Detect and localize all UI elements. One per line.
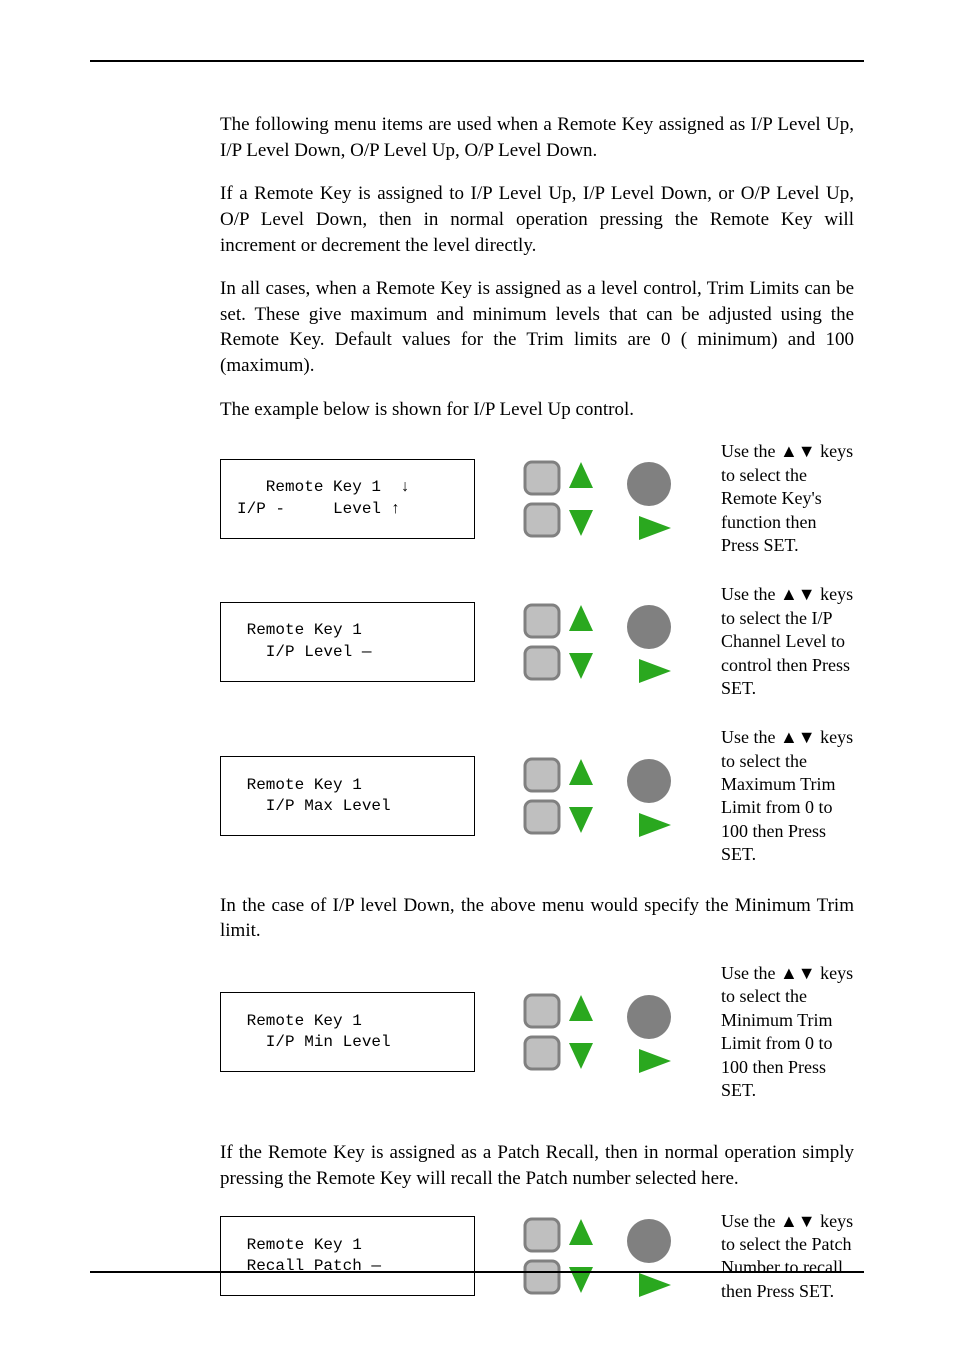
lcd-3-line-1: Remote Key 1 <box>237 775 458 797</box>
set-button[interactable] <box>627 995 671 1039</box>
paragraph-1: The following menu items are used when a… <box>220 112 854 163</box>
control-row-3: Remote Key 1 I/P Max Level Use the ▲▼ ke… <box>220 726 854 866</box>
set-button[interactable] <box>627 605 671 649</box>
lcd-4-line-1: Remote Key 1 <box>237 1011 458 1033</box>
caption-3: Use the ▲▼ keys to select the Maximum Tr… <box>721 726 854 866</box>
paragraph-5: In the case of I/P level Down, the above… <box>220 893 854 944</box>
right-arrow-icon <box>639 1273 671 1297</box>
nav-button-2[interactable] <box>525 1261 559 1293</box>
lcd-2-line-1: Remote Key 1 <box>237 620 458 642</box>
lcd-3: Remote Key 1 I/P Max Level <box>220 756 475 836</box>
up-arrow-icon <box>569 759 593 785</box>
lcd-2: Remote Key 1 I/P Level — <box>220 602 475 682</box>
right-arrow-icon <box>639 813 671 837</box>
control-row-2: Remote Key 1 I/P Level — Use the ▲▼ keys… <box>220 583 854 700</box>
caption-1: Use the ▲▼ keys to select the Remote Key… <box>721 440 854 557</box>
down-arrow-icon <box>569 510 593 536</box>
lcd-5: Remote Key 1 Recall Patch — <box>220 1216 475 1296</box>
navpad-1 <box>521 456 691 542</box>
nav-button-1[interactable] <box>525 605 559 637</box>
control-row-4: Remote Key 1 I/P Min Level Use the ▲▼ ke… <box>220 962 854 1102</box>
lcd-5-line-2: Recall Patch — <box>237 1256 458 1278</box>
bottom-rule <box>90 1271 864 1273</box>
paragraph-6: If the Remote Key is assigned as a Patch… <box>220 1140 854 1191</box>
down-arrow-icon <box>569 653 593 679</box>
up-arrow-icon <box>569 605 593 631</box>
control-row-5: Remote Key 1 Recall Patch — Use the ▲▼ k… <box>220 1210 854 1304</box>
caption-2: Use the ▲▼ keys to select the I/P Channe… <box>721 583 854 700</box>
navpad-3 <box>521 753 691 839</box>
down-arrow-icon <box>569 1043 593 1069</box>
lcd-4-line-2: I/P Min Level <box>237 1032 458 1054</box>
lcd-4: Remote Key 1 I/P Min Level <box>220 992 475 1072</box>
nav-button-2[interactable] <box>525 647 559 679</box>
up-arrow-icon <box>569 995 593 1021</box>
paragraph-2: If a Remote Key is assigned to I/P Level… <box>220 181 854 258</box>
body-content: The following menu items are used when a… <box>220 112 854 1303</box>
nav-button-2[interactable] <box>525 504 559 536</box>
nav-button-1[interactable] <box>525 1219 559 1251</box>
nav-button-2[interactable] <box>525 801 559 833</box>
navpad-5 <box>521 1213 691 1299</box>
nav-button-1[interactable] <box>525 462 559 494</box>
lcd-2-line-2: I/P Level — <box>237 642 458 664</box>
lcd-1-line-1: Remote Key 1 ↓ <box>237 477 458 499</box>
set-button[interactable] <box>627 1219 671 1263</box>
nav-button-1[interactable] <box>525 995 559 1027</box>
nav-button-2[interactable] <box>525 1037 559 1069</box>
paragraph-4: The example below is shown for I/P Level… <box>220 397 854 423</box>
right-arrow-icon <box>639 516 671 540</box>
navpad-2 <box>521 599 691 685</box>
up-arrow-icon <box>569 462 593 488</box>
lcd-1: Remote Key 1 ↓ I/P - Level ↑ <box>220 459 475 539</box>
lcd-3-line-2: I/P Max Level <box>237 796 458 818</box>
set-button[interactable] <box>627 759 671 803</box>
lcd-1-line-2: I/P - Level ↑ <box>237 499 458 521</box>
up-arrow-icon <box>569 1219 593 1245</box>
navpad-4 <box>521 989 691 1075</box>
lcd-5-line-1: Remote Key 1 <box>237 1235 458 1257</box>
nav-button-1[interactable] <box>525 759 559 791</box>
caption-5: Use the ▲▼ keys to select the Patch Numb… <box>721 1210 854 1304</box>
set-button[interactable] <box>627 462 671 506</box>
right-arrow-icon <box>639 659 671 683</box>
down-arrow-icon <box>569 807 593 833</box>
top-rule <box>90 60 864 62</box>
caption-4: Use the ▲▼ keys to select the Minimum Tr… <box>721 962 854 1102</box>
control-row-1: Remote Key 1 ↓ I/P - Level ↑ <box>220 440 854 557</box>
paragraph-3: In all cases, when a Remote Key is assig… <box>220 276 854 379</box>
right-arrow-icon <box>639 1049 671 1073</box>
